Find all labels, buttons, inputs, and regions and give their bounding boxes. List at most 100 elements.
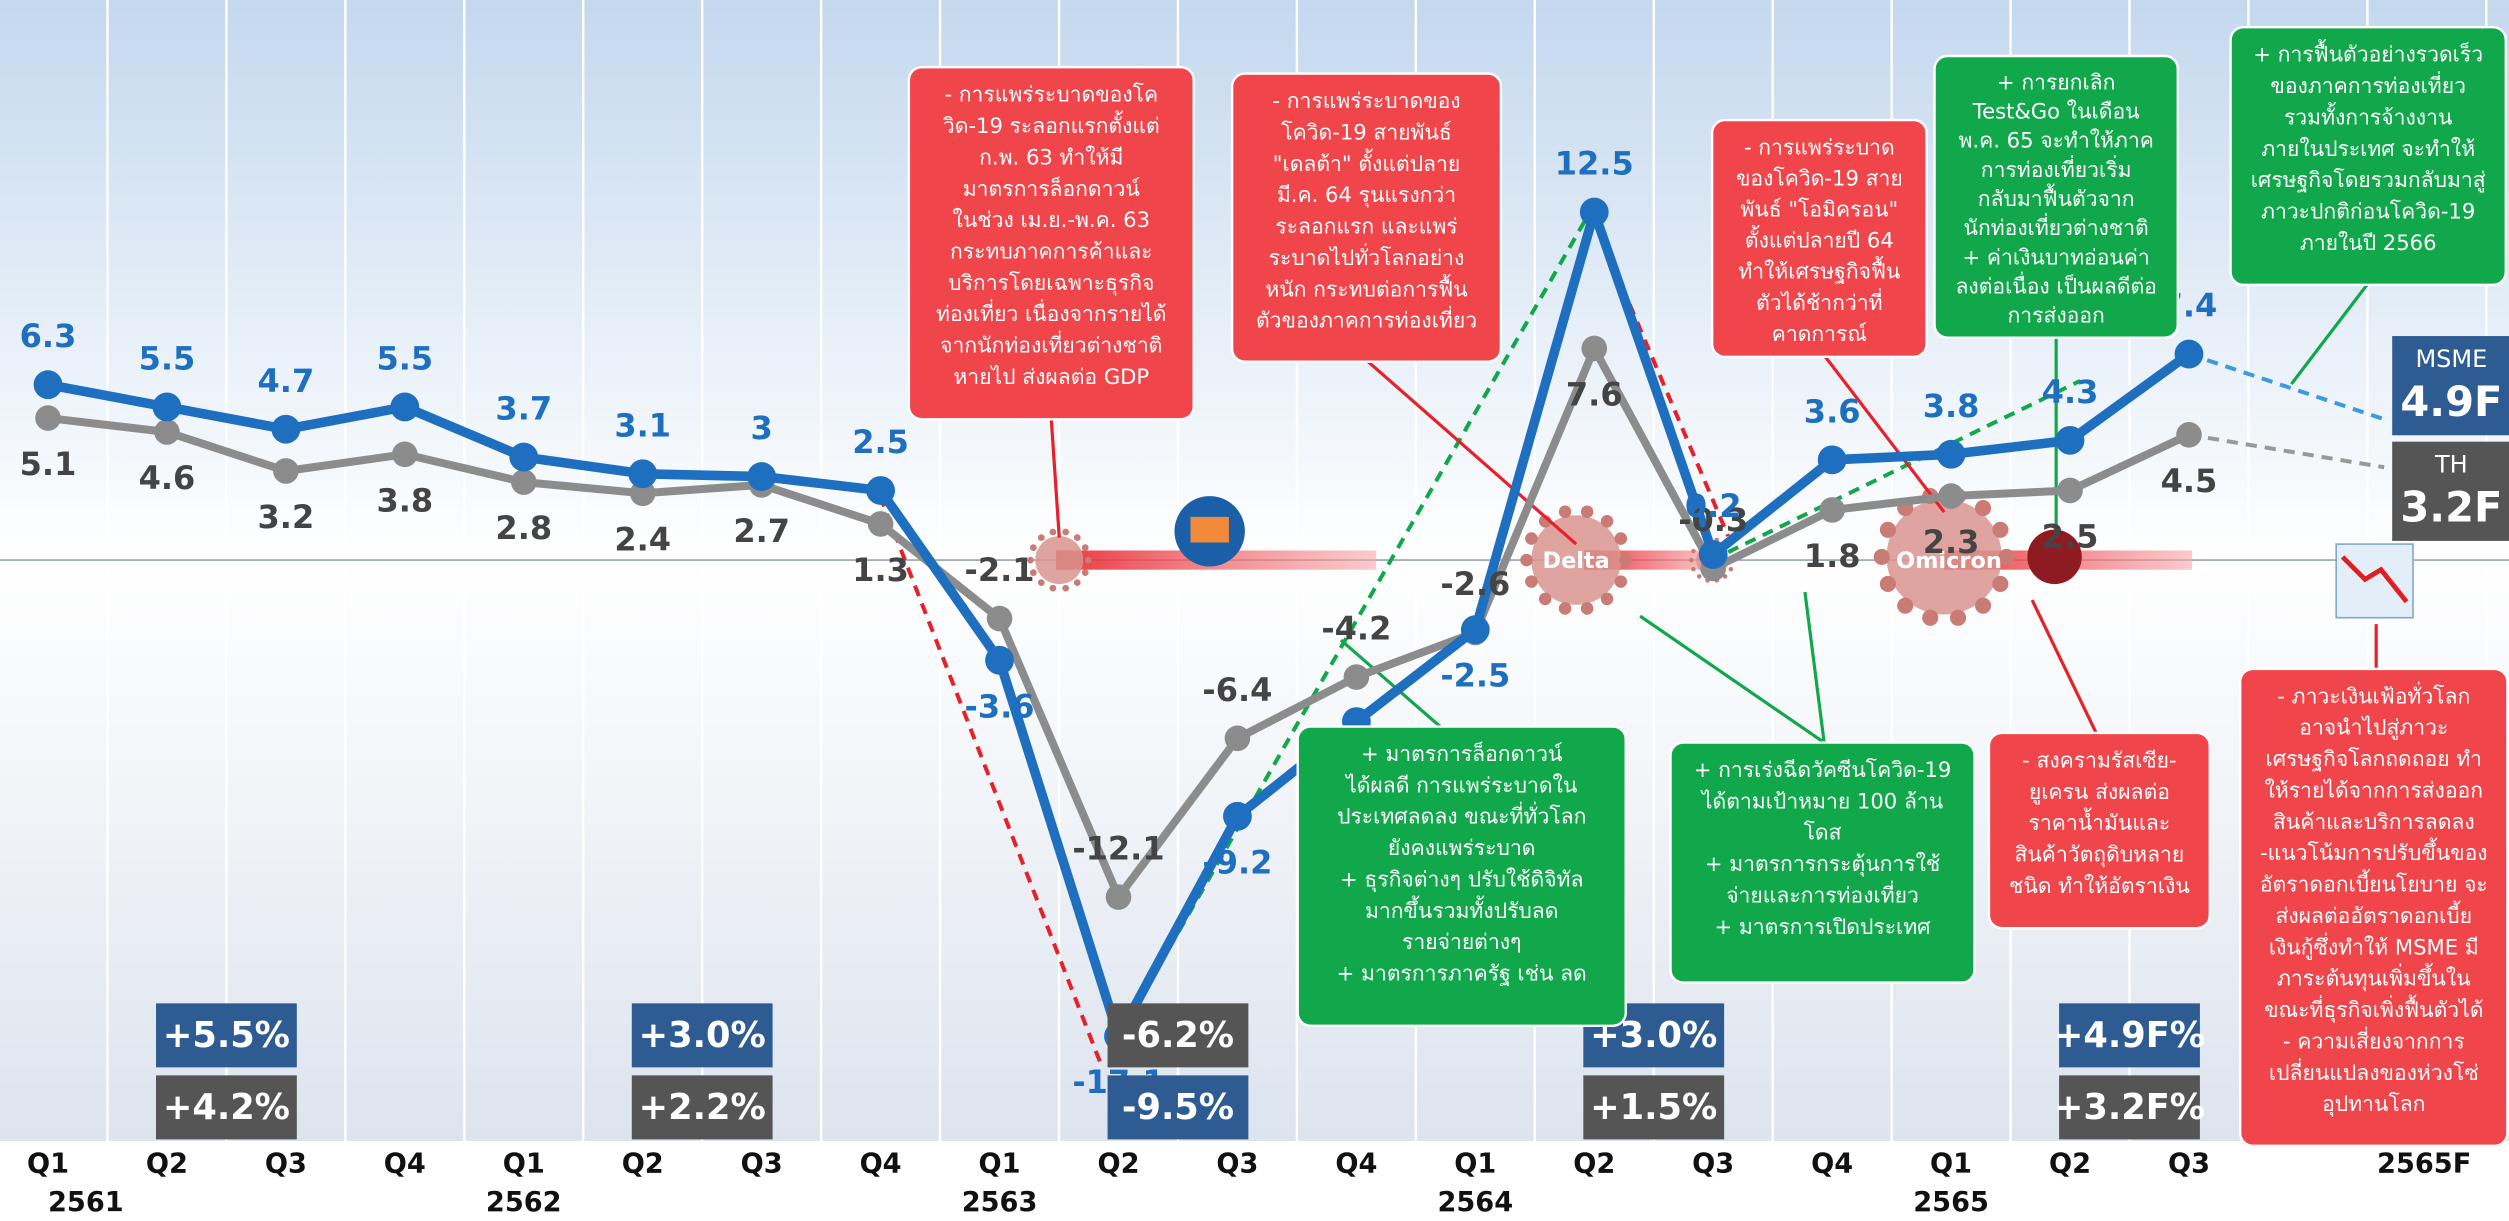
data-point: [1579, 197, 1609, 227]
virus-spike: [1027, 556, 1034, 564]
virus-spike: [1558, 505, 1572, 519]
virus-spike: [1580, 505, 1594, 519]
data-label: 3.7: [495, 390, 552, 428]
annotation-text: ราคาน้ำมันและ: [2029, 807, 2171, 835]
annotation-text: เงินกู้ซึ่งทำให้ MSME มี: [2269, 932, 2479, 960]
forecast-value: 3.2F: [2400, 482, 2502, 531]
virus-spike: [1691, 566, 1696, 572]
data-point: [2055, 425, 2085, 455]
data-point: [867, 511, 894, 537]
virus-spike: [1037, 534, 1045, 541]
annotation-text: ยูเครน ส่งผลต่อ: [2029, 779, 2170, 805]
x-tick-label: Q2: [622, 1148, 664, 1179]
annual-growth-box: [156, 1075, 297, 1140]
data-point: [1581, 335, 1608, 362]
x-tick-label: Q2: [1573, 1148, 1615, 1179]
annotation-text: สินค้าและบริการลดลง: [2273, 809, 2475, 834]
decorations: Delta Omicron: [878, 207, 2414, 1065]
annotation-text: กระทบภาคการค้าและ: [950, 239, 1152, 264]
x-tick-label: Q2: [1097, 1148, 1139, 1179]
annotation-text: มี.ค. 64 รุนแรงกว่า: [1277, 182, 1456, 208]
data-point: [1224, 725, 1251, 752]
x-year-label: 2563: [962, 1187, 1038, 1218]
annotation-text: ระลอกแรก และแพร่: [1275, 214, 1457, 239]
data-point: [1936, 439, 1966, 469]
data-label: 2.4: [614, 520, 671, 558]
x-tick-label: Q1: [979, 1148, 1021, 1179]
data-label: 2.7: [733, 512, 790, 550]
data-point: [510, 469, 537, 495]
icon-label: Omicron: [1896, 548, 2002, 574]
x-tick-label: Q3: [1692, 1148, 1734, 1179]
forecast-name: MSME: [2415, 345, 2487, 373]
annotation-text: - ความเสี่ยงจากการ: [2283, 1026, 2465, 1053]
annotation-text: + ธุรกิจต่างๆ ปรับใช้ดิจิทัล: [1340, 866, 1583, 892]
data-point: [866, 476, 896, 505]
annotation-text: ชนิด ทำให้อัตราเงิน: [2009, 873, 2190, 898]
connector: [1339, 638, 1442, 728]
virus-spike: [1992, 521, 2009, 538]
chart-icon: [2335, 543, 2414, 619]
data-label: 4.7: [258, 362, 315, 400]
x-year-label: 2561: [48, 1187, 124, 1218]
connector: [1639, 614, 1826, 744]
virus-spike: [1619, 553, 1633, 567]
annotation-text: โดส: [1804, 820, 1842, 845]
annual-growth-box: [1107, 1075, 1249, 1140]
data-label: 5.5: [376, 340, 433, 378]
virus-spike: [1525, 532, 1538, 545]
data-point: [2174, 339, 2204, 369]
connector: [2290, 282, 2370, 386]
annual-growth-label: -9.5%: [1122, 1087, 1234, 1128]
annotation-text: กลับมาฟื้นตัวจาก: [1978, 183, 2135, 211]
connector: [1822, 354, 1946, 514]
x-tick-label: Q3: [1216, 1148, 1258, 1179]
data-point: [154, 419, 180, 445]
forecast-box: [2392, 441, 2509, 541]
data-label: -9.2: [1202, 843, 1272, 881]
x-tick-label: Q4: [1811, 1148, 1853, 1179]
annotation-text: วิด-19 ระลอกแรกตั้งแต่: [943, 110, 1160, 138]
annual-growth-box: [631, 1075, 773, 1140]
annotation-text: อาจนำไปสู่ภาวะ: [2299, 715, 2448, 741]
data-label: 1.8: [1804, 537, 1861, 575]
annotation-text: สินค้าวัตถุดิบหลาย: [2014, 841, 2184, 867]
data-label: -3.6: [965, 687, 1035, 725]
annotation-text: ได้ตามเป้าหมาย 100 ล้าน: [1700, 788, 1943, 813]
data-point: [509, 442, 539, 472]
data-label: 3.8: [1923, 387, 1980, 425]
annotation-text: - การแพร่ระบาด: [1744, 134, 1895, 159]
annual-growth-label: +4.2%: [163, 1087, 290, 1128]
x-tick-label: Q2: [146, 1148, 188, 1179]
data-label: -6.4: [1202, 671, 1272, 709]
annotation-text: ภายในประเทศ จะทำให้: [2261, 136, 2475, 161]
data-point: [33, 370, 63, 400]
data-label: 3.8: [376, 481, 433, 519]
annotation-text: ภายในปี 2566: [2300, 230, 2437, 255]
data-point: [1698, 540, 1728, 569]
virus-spike: [1696, 574, 1702, 579]
forecast-value: 4.9F: [2400, 377, 2502, 426]
data-point: [2176, 421, 2202, 448]
virus-spike: [1525, 575, 1538, 588]
annotation-text: ยังคงแพร่ระบาด: [1388, 835, 1536, 860]
annotation-text: ในช่วง เม.ย.-พ.ค. 63: [953, 207, 1150, 232]
annual-growth-label: +2.2%: [639, 1087, 766, 1128]
chart-icon-line: [2340, 555, 2409, 604]
annotation-text: -แนวโน้มการปรับขึ้นของ: [2260, 837, 2488, 865]
data-label: 3.1: [614, 406, 671, 444]
x-forecast-label: 2565F: [2377, 1148, 2471, 1179]
data-point: [986, 605, 1013, 632]
annotation-text: คาดการณ์: [1772, 321, 1867, 346]
x-tick-label: Q3: [2168, 1148, 2210, 1179]
virus-spike: [1614, 575, 1628, 588]
annotation-text: มาตรการล็อกดาวน์: [963, 175, 1140, 201]
annual-growth-label: +1.5%: [1590, 1087, 1717, 1128]
computer-screen: [1190, 516, 1229, 543]
virus-spike: [1049, 528, 1057, 536]
data-point: [1223, 801, 1252, 831]
data-label: -4.2: [1321, 610, 1391, 648]
annotation-text: หนัก กระทบต่อการฟื้น: [1265, 273, 1467, 301]
data-label: 2.8: [495, 509, 552, 547]
x-year-label: 2562: [486, 1187, 562, 1218]
